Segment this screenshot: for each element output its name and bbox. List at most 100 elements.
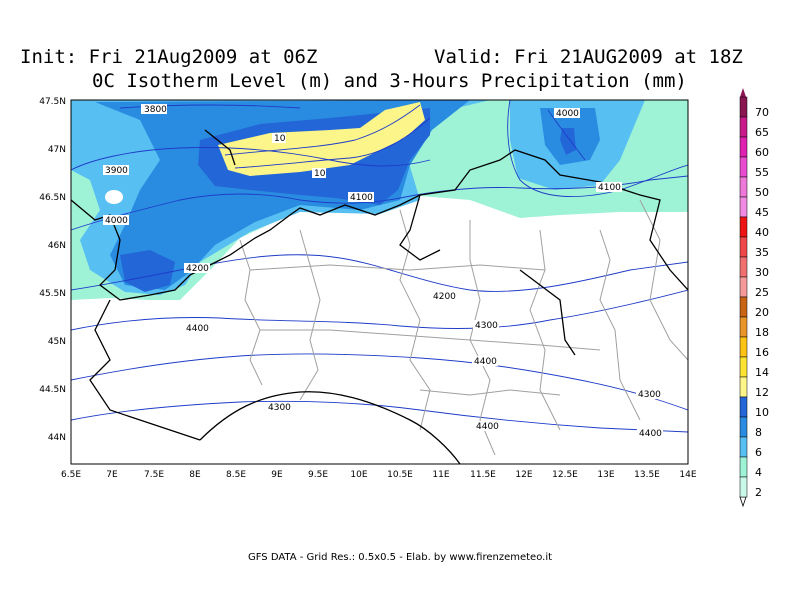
footer-credit: GFS DATA - Grid Res.: 0.5x0.5 - Elab. by…: [247, 552, 553, 563]
colorbar-level-label: 18: [755, 326, 769, 339]
lon-tick-label: 13.5E: [634, 470, 660, 480]
lat-tick-label: 44.5N: [39, 385, 66, 395]
map-frame: [70, 99, 689, 465]
contour-label: 4100: [348, 192, 374, 203]
contour-label: 4400: [472, 356, 498, 367]
contour-label: 4300: [636, 389, 662, 400]
colorbar-swatch: [739, 456, 748, 478]
contour-label: 4400: [637, 428, 663, 439]
contour-label: 4300: [473, 320, 499, 331]
colorbar-level-label: 65: [755, 126, 769, 139]
colorbar-swatch: [739, 436, 748, 458]
colorbar-level-label: 10: [755, 406, 769, 419]
colorbar-swatch: [739, 416, 748, 438]
colorbar-level-label: 40: [755, 226, 769, 239]
colorbar-level-label: 16: [755, 346, 769, 359]
isotherm-contours: [71, 100, 688, 433]
contour-label: 4300: [266, 402, 292, 413]
contour-label: 4200: [431, 291, 457, 302]
lon-tick-label: 13E: [597, 470, 614, 480]
contour-label: 4000: [103, 215, 129, 226]
colorbar-level-label: 45: [755, 206, 769, 219]
svg-text:4100: 4100: [598, 183, 621, 193]
region-borders: [239, 199, 688, 456]
lon-tick-label: 10.5E: [387, 470, 413, 480]
map-area: [71, 100, 688, 464]
lon-tick-label: 6.5E: [61, 470, 81, 480]
map-title: 0C Isotherm Level (m) and 3-Hours Precip…: [92, 70, 687, 92]
svg-text:4300: 4300: [475, 321, 498, 331]
svg-text:4000: 4000: [556, 109, 579, 119]
svg-text:4300: 4300: [268, 403, 291, 413]
colorbar-level-label: 25: [755, 286, 769, 299]
svg-text:4400: 4400: [476, 422, 499, 432]
colorbar-swatch: [739, 396, 748, 418]
colorbar-level-label: 55: [755, 166, 769, 179]
lon-tick-label: 12E: [515, 470, 532, 480]
lon-tick-label: 7E: [106, 470, 118, 480]
colorbar-swatch: [739, 216, 748, 238]
lat-tick-label: 44N: [48, 433, 66, 443]
colorbar-swatch: [739, 116, 748, 138]
svg-text:4300: 4300: [638, 390, 661, 400]
contour-label: 4400: [474, 421, 500, 432]
lon-tick-label: 14E: [679, 470, 696, 480]
colorbar-swatch: [739, 296, 748, 318]
svg-text:10: 10: [274, 134, 286, 144]
precip-12mm: [218, 102, 425, 176]
lat-tick-label: 46N: [48, 241, 66, 251]
colorbar-swatch: [739, 196, 748, 218]
lon-tick-label: 10E: [350, 470, 367, 480]
lon-tick-label: 11E: [432, 470, 449, 480]
lon-tick-label: 8.5E: [226, 470, 246, 480]
colorbar-bottom-arrow: [739, 496, 747, 508]
colorbar-swatch: [739, 256, 748, 278]
colorbar-level-label: 2: [755, 486, 762, 499]
svg-text:3800: 3800: [144, 105, 167, 115]
colorbar-swatch: [739, 336, 748, 358]
lat-tick-label: 45.5N: [39, 289, 66, 299]
colorbar-top-arrow: [740, 88, 746, 97]
contour-label: 10: [312, 168, 326, 179]
svg-text:4400: 4400: [474, 357, 497, 367]
contour-label: 3800: [141, 104, 167, 115]
latitude-axis: 47.5N 47N 46.5N 46N 45.5N 45N 44.5N 44N: [39, 97, 66, 443]
lat-tick-label: 45N: [48, 337, 66, 347]
contour-label: 4100: [596, 182, 622, 193]
init-time: Init: Fri 21Aug2009 at 06Z: [20, 46, 318, 68]
longitude-axis: 6.5E 7E 7.5E 8E 8.5E 9E 9.5E 10E 10.5E 1…: [61, 470, 697, 480]
svg-text:4000: 4000: [105, 216, 128, 226]
lon-tick-label: 9.5E: [308, 470, 328, 480]
svg-text:10: 10: [314, 169, 326, 179]
lon-tick-label: 11.5E: [470, 470, 496, 480]
colorbar-level-label: 35: [755, 246, 769, 259]
colorbar-swatch: [739, 356, 748, 378]
colorbar-level-label: 6: [755, 446, 762, 459]
colorbar-level-label: 4: [755, 466, 762, 479]
colorbar-level-label: 30: [755, 266, 769, 279]
lat-tick-label: 47N: [48, 145, 66, 155]
dry-patch: [105, 190, 123, 204]
lat-tick-label: 47.5N: [39, 97, 66, 107]
lon-tick-label: 8E: [189, 470, 201, 480]
svg-text:4200: 4200: [433, 292, 456, 302]
colorbar-level-label: 12: [755, 386, 769, 399]
colorbar-swatch: [739, 476, 748, 498]
country-borders: [71, 129, 688, 464]
lon-tick-label: 9E: [271, 470, 283, 480]
svg-text:4200: 4200: [186, 264, 209, 274]
lon-tick-label: 12.5E: [552, 470, 578, 480]
colorbar-level-label: 14: [755, 366, 769, 379]
colorbar-level-label: 50: [755, 186, 769, 199]
precip-colorbar: 70 65 60 55 50 45 40 35 30 25 20 18 16 14 12 10 8 6 4 2: [739, 88, 769, 508]
contour-label: 3900: [103, 165, 129, 176]
svg-text:3900: 3900: [105, 166, 128, 176]
colorbar-swatch: [739, 316, 748, 338]
colorbar-level-label: 8: [755, 426, 762, 439]
svg-text:4400: 4400: [186, 324, 209, 334]
colorbar-level-label: 20: [755, 306, 769, 319]
lat-tick-label: 46.5N: [39, 193, 66, 203]
colorbar-level-label: 70: [755, 106, 769, 119]
contour-label: 4400: [184, 323, 210, 334]
contour-label: 4200: [184, 263, 210, 274]
